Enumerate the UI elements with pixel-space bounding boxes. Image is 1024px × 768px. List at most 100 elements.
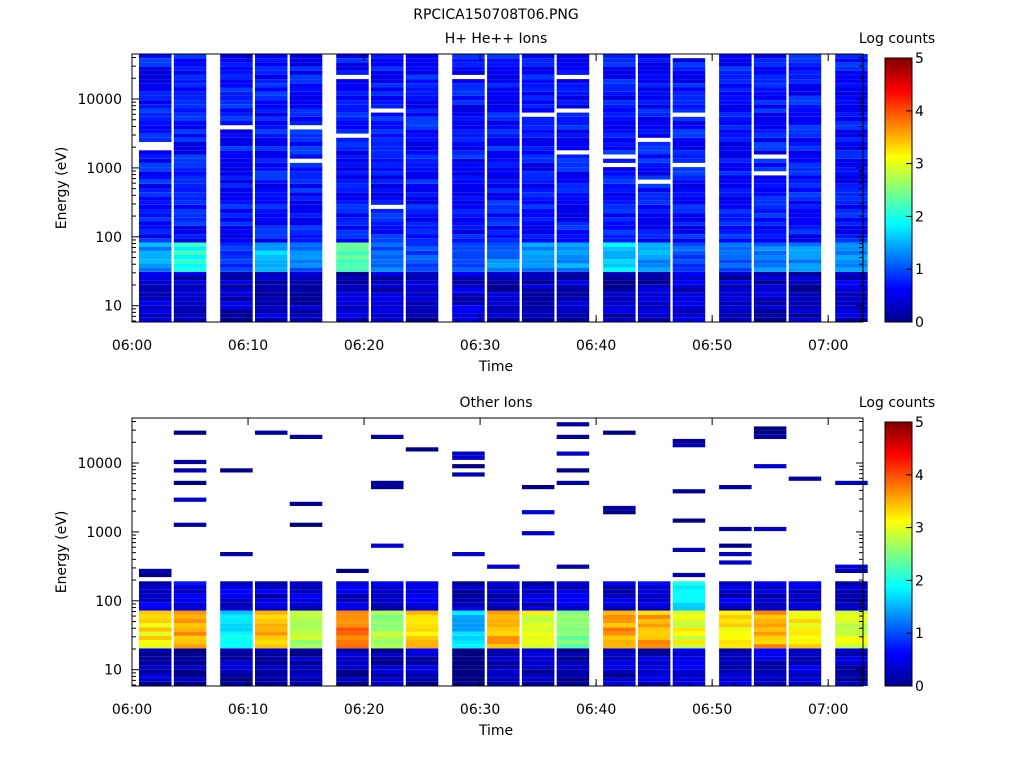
- heatmap-cell: [753, 200, 787, 205]
- heatmap-cell: [556, 292, 590, 297]
- heatmap-cell: [753, 58, 787, 63]
- heatmap-cell: [255, 430, 288, 435]
- heatmap-cell: [672, 438, 706, 444]
- heatmap-cell: [336, 208, 369, 214]
- heatmap-cell: [220, 154, 253, 159]
- heatmap-cell: [452, 158, 485, 163]
- heatmap-cell: [603, 677, 636, 682]
- heatmap-cell: [139, 108, 172, 113]
- heatmap-cell: [336, 141, 369, 147]
- heatmap-cell: [719, 606, 752, 611]
- heatmap-cell: [719, 62, 752, 67]
- heatmap-cell: [255, 660, 288, 666]
- heatmap-cell: [452, 677, 485, 682]
- heatmap-cell: [788, 150, 822, 155]
- heatmap-cell: [139, 255, 172, 260]
- heatmap-cell: [835, 95, 868, 101]
- heatmap-cell: [487, 644, 520, 649]
- heatmap-cell: [753, 275, 787, 281]
- heatmap-cell: [173, 66, 207, 71]
- heatmap-cell: [220, 255, 253, 260]
- heatmap-cell: [719, 581, 752, 586]
- heatmap-cell: [753, 669, 787, 674]
- heatmap-cell: [556, 141, 590, 147]
- heatmap-cell: [719, 552, 752, 557]
- heatmap-cell: [371, 188, 404, 193]
- heatmap-cell: [336, 162, 369, 168]
- heatmap-cell: [255, 62, 288, 67]
- heatmap-cell: [289, 133, 323, 138]
- heatmap-cell: [405, 639, 439, 645]
- heatmap-cell: [487, 255, 520, 260]
- heatmap-cell: [487, 133, 520, 138]
- heatmap-cell: [521, 635, 555, 640]
- heatmap-cell: [220, 62, 253, 67]
- heatmap-cell: [336, 623, 369, 628]
- heatmap-cell: [405, 259, 439, 264]
- heatmap-cell: [719, 309, 752, 314]
- heatmap-cell: [173, 221, 207, 226]
- heatmap-cell: [371, 62, 404, 67]
- heatmap-cell: [173, 133, 207, 138]
- heatmap-cell: [289, 501, 323, 506]
- heatmap-cell: [405, 225, 439, 230]
- colorbar-tick-label: 2: [915, 209, 924, 225]
- heatmap-cell: [719, 162, 752, 168]
- heatmap-cell: [255, 648, 288, 653]
- heatmap-cell: [255, 309, 288, 314]
- heatmap-cell: [835, 677, 868, 682]
- heatmap-cell: [139, 623, 172, 628]
- heatmap-cell: [835, 255, 868, 260]
- heatmap-cell: [788, 171, 822, 176]
- colorbar-tick-label: 2: [915, 573, 924, 589]
- heatmap-cell: [336, 192, 369, 197]
- heatmap-cell: [603, 598, 636, 603]
- heatmap-cell: [405, 95, 439, 101]
- heatmap-cell: [139, 188, 172, 193]
- heatmap-cell: [487, 116, 520, 121]
- heatmap-cell: [521, 255, 555, 260]
- heatmap-cell: [603, 100, 636, 105]
- heatmap-cell: [603, 250, 636, 255]
- heatmap-cell: [719, 116, 752, 121]
- heatmap-cell: [603, 284, 636, 289]
- heatmap-cell: [289, 171, 323, 176]
- heatmap-cell: [753, 150, 787, 155]
- heatmap-cell: [255, 242, 288, 247]
- heatmap-cell: [336, 292, 369, 297]
- heatmap-cell: [719, 141, 752, 147]
- heatmap-cell: [719, 121, 752, 126]
- heatmap-cell: [336, 62, 369, 67]
- heatmap-cell: [336, 66, 369, 71]
- heatmap-cell: [603, 648, 636, 653]
- heatmap-cell: [672, 547, 706, 552]
- heatmap-cell: [173, 217, 207, 222]
- heatmap-cell: [452, 309, 485, 314]
- heatmap-cell: [452, 137, 485, 142]
- heatmap-cell: [139, 79, 172, 84]
- heatmap-cell: [753, 593, 787, 599]
- heatmap-cell: [336, 183, 369, 188]
- heatmap-cell: [603, 673, 636, 678]
- heatmap-cell: [173, 125, 207, 130]
- heatmap-cell: [371, 217, 404, 222]
- heatmap-cell: [788, 95, 822, 101]
- heatmap-cell: [255, 204, 288, 209]
- heatmap-cell: [788, 593, 822, 599]
- heatmap-cell: [487, 305, 520, 310]
- heatmap-cell: [220, 158, 253, 163]
- heatmap-cell: [289, 623, 323, 628]
- heatmap-cell: [637, 259, 671, 264]
- axes: 06:00 06:10 06:20 06:30 06:40 06:50 07:0010100…: [77, 54, 863, 354]
- heatmap-cell: [603, 656, 636, 661]
- heatmap-cell: [139, 568, 172, 573]
- heatmap-cell: [336, 606, 369, 611]
- heatmap-cell: [672, 234, 706, 239]
- heatmap-cell: [672, 313, 706, 318]
- heatmap-cell: [220, 271, 253, 276]
- colorbar-tick-label: 3: [915, 521, 924, 537]
- heatmap-cell: [487, 229, 520, 235]
- heatmap-cell: [521, 250, 555, 255]
- heatmap-cell: [672, 267, 706, 272]
- heatmap-cell: [220, 614, 253, 619]
